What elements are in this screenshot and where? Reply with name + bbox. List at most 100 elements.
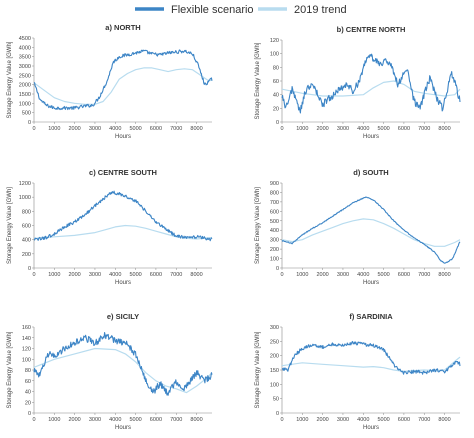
- y-tick-label: 3500: [19, 55, 31, 61]
- x-tick-label: 5000: [377, 272, 389, 278]
- y-tick-label: 500: [22, 111, 31, 117]
- y-axis-label: Storage Energy Value [GWh]: [7, 41, 13, 118]
- y-tick-label: 700: [270, 200, 279, 206]
- x-tick-label: 1000: [48, 417, 60, 423]
- x-tick-label: 3000: [337, 417, 349, 423]
- x-tick-label: 0: [280, 417, 283, 423]
- x-tick-label: 4000: [357, 126, 369, 132]
- y-tick-label: 2500: [19, 73, 31, 79]
- x-tick-label: 8000: [190, 417, 202, 423]
- x-tick-label: 8000: [438, 272, 450, 278]
- y-tick-label: 1000: [19, 195, 31, 201]
- y-tick-label: 600: [22, 224, 31, 230]
- y-axis-label: Storage Energy Value [GWh]: [7, 331, 13, 408]
- series-flexible-scenario-line: [33, 190, 213, 242]
- y-tick-label: 0: [276, 266, 279, 272]
- y-tick-label: 0: [28, 120, 31, 126]
- y-tick-label: 400: [270, 228, 279, 234]
- x-tick-label: 3000: [337, 272, 349, 278]
- x-axis-label: Hours: [363, 425, 379, 431]
- x-tick-label: 3000: [337, 126, 349, 132]
- x-tick-label: 2000: [69, 417, 81, 423]
- y-tick-label: 1000: [19, 101, 31, 107]
- x-tick-label: 3000: [89, 126, 101, 132]
- x-axis-label: Hours: [115, 425, 131, 431]
- x-tick-label: 0: [280, 272, 283, 278]
- x-axis-label: Hours: [363, 134, 379, 140]
- x-tick-label: 2000: [317, 417, 329, 423]
- series-2019-trend-line: [33, 347, 213, 394]
- x-tick-label: 0: [32, 126, 35, 132]
- x-tick-label: 2000: [69, 126, 81, 132]
- y-tick-label: 3000: [19, 64, 31, 70]
- x-tick-label: 5000: [129, 126, 141, 132]
- y-tick-label: 200: [270, 247, 279, 253]
- legend: Flexible scenario 2019 trend: [135, 4, 347, 16]
- series-flexible-scenario-line: [33, 332, 213, 396]
- series-2019-trend-line: [281, 218, 461, 247]
- panel-title: a) NORTH: [105, 23, 140, 32]
- x-tick-label: 5000: [129, 272, 141, 278]
- x-tick-label: 6000: [150, 126, 162, 132]
- x-axis-label: Hours: [363, 280, 379, 286]
- y-tick-label: 40: [273, 93, 279, 99]
- x-tick-label: 1000: [48, 272, 60, 278]
- x-tick-label: 1000: [296, 126, 308, 132]
- y-tick-label: 4500: [19, 36, 31, 42]
- y-tick-label: 60: [273, 79, 279, 85]
- y-tick-label: 160: [22, 325, 31, 331]
- series-flexible-scenario-line: [281, 196, 461, 264]
- panel-title: c) CENTRE SOUTH: [89, 168, 157, 177]
- y-axis-label: Storage Energy Value [GWh]: [255, 42, 261, 119]
- x-tick-label: 6000: [150, 272, 162, 278]
- panel-4: d) SOUTH 0 100 200 300 400 500 600 700 800 900 0 100…: [255, 168, 461, 286]
- x-tick-label: 2000: [317, 126, 329, 132]
- x-tick-label: 6000: [150, 417, 162, 423]
- legend-label-2019: 2019 trend: [294, 4, 347, 16]
- x-tick-label: 4000: [109, 126, 121, 132]
- y-tick-label: 300: [270, 238, 279, 244]
- x-tick-label: 7000: [170, 272, 182, 278]
- x-tick-label: 3000: [89, 272, 101, 278]
- panel-5: e) SICILY 0 20 40 60 80 100 120 140 160 0 1000 2000 3…: [7, 312, 213, 431]
- y-tick-label: 20: [273, 106, 279, 112]
- x-tick-label: 5000: [377, 126, 389, 132]
- y-tick-label: 300: [270, 325, 279, 331]
- y-tick-label: 500: [270, 219, 279, 225]
- x-tick-label: 0: [32, 417, 35, 423]
- y-tick-label: 600: [270, 209, 279, 215]
- x-tick-label: 8000: [190, 126, 202, 132]
- x-tick-label: 4000: [109, 417, 121, 423]
- y-tick-label: 50: [273, 397, 279, 403]
- x-tick-label: 1000: [296, 272, 308, 278]
- y-tick-label: 4000: [19, 45, 31, 51]
- x-tick-label: 5000: [129, 417, 141, 423]
- x-tick-label: 4000: [357, 417, 369, 423]
- y-tick-label: 60: [25, 379, 31, 385]
- series-flexible-scenario-line: [281, 340, 461, 375]
- legend-label-flexible: Flexible scenario: [171, 4, 254, 16]
- x-tick-label: 2000: [69, 272, 81, 278]
- y-tick-label: 0: [276, 411, 279, 417]
- y-tick-label: 1500: [19, 92, 31, 98]
- y-tick-label: 2000: [19, 83, 31, 89]
- y-tick-label: 200: [270, 354, 279, 360]
- x-tick-label: 8000: [190, 272, 202, 278]
- x-tick-label: 4000: [109, 272, 121, 278]
- y-tick-label: 100: [270, 257, 279, 263]
- x-tick-label: 4000: [357, 272, 369, 278]
- y-tick-label: 80: [25, 368, 31, 374]
- y-tick-label: 140: [22, 336, 31, 342]
- series-2019-trend-line: [33, 67, 213, 105]
- x-axis-label: Hours: [115, 134, 131, 140]
- panel-title: d) SOUTH: [353, 168, 388, 177]
- y-tick-label: 400: [22, 238, 31, 244]
- x-tick-label: 8000: [438, 417, 450, 423]
- x-tick-label: 7000: [418, 272, 430, 278]
- series-flexible-scenario-line: [33, 49, 213, 111]
- x-tick-label: 7000: [418, 126, 430, 132]
- x-tick-label: 7000: [418, 417, 430, 423]
- x-tick-label: 7000: [170, 126, 182, 132]
- y-tick-label: 0: [28, 411, 31, 417]
